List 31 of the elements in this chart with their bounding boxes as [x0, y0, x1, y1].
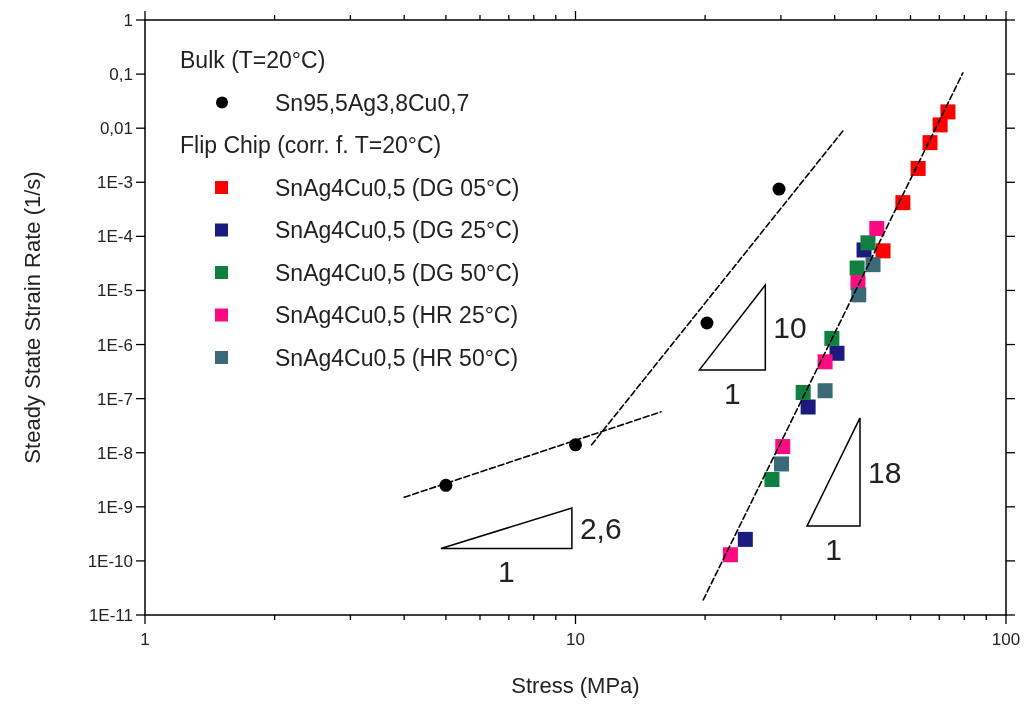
y-axis-title: Steady State Strain Rate (1/s)	[20, 171, 45, 464]
y-tick-label: 1E-6	[97, 335, 133, 355]
annotation: Flip Chip (corr. f. T=20°C)	[180, 132, 442, 158]
x-tick-label: 1	[140, 630, 150, 649]
y-tick-label: 1E-5	[97, 281, 133, 301]
y-tick-label: 0,01	[99, 119, 133, 139]
y-tick-label: 1E-8	[97, 443, 133, 463]
legend-label: SnAg4Cu0,5 (HR 25°C)	[275, 302, 519, 328]
y-tick-label: 1	[123, 11, 133, 30]
legend-label: SnAg4Cu0,5 (HR 50°C)	[275, 344, 519, 371]
annotation: Bulk (T=20°C)	[180, 47, 326, 73]
y-tick-label: 1E-11	[88, 606, 133, 625]
y-tick-label: 1E-4	[97, 227, 133, 247]
annotation: 1	[724, 376, 741, 410]
legend-label: Sn95,5Ag3,8Cu0,7	[275, 89, 470, 116]
annotation: 10	[773, 311, 807, 345]
x-axis-title: Stress (MPa)	[511, 673, 640, 698]
legend-label: SnAg4Cu0,5 (DG 50°C)	[275, 259, 520, 286]
y-tick-label: 1E-7	[97, 389, 133, 409]
y-tick-label: 0,1	[109, 65, 133, 85]
x-tick-label: 10	[566, 630, 585, 649]
y-tick-label: 1E-3	[97, 173, 133, 193]
legend-label: SnAg4Cu0,5 (DG 05°C)	[275, 174, 520, 201]
annotation: 2,6	[579, 512, 622, 546]
annotation: 18	[868, 456, 902, 490]
legend-label: SnAg4Cu0,5 (DG 25°C)	[275, 217, 520, 243]
x-tick-label: 100	[991, 630, 1021, 649]
annotation: 1	[498, 555, 515, 589]
annotation: 1	[825, 533, 842, 567]
y-tick-label: 1E-9	[97, 497, 133, 517]
y-tick-label: 1E-10	[87, 551, 133, 571]
